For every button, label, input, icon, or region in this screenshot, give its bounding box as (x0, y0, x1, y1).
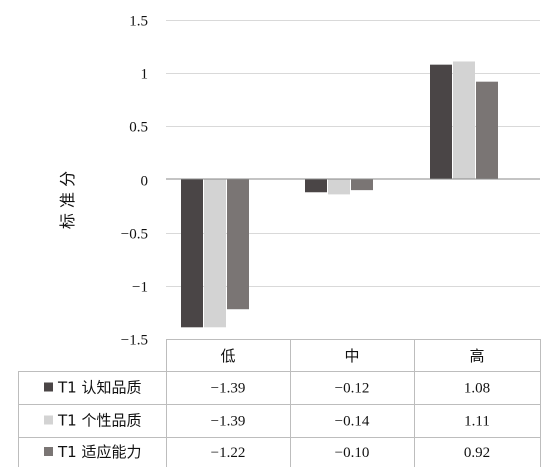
data-label: −1.22 (211, 445, 246, 461)
bar (430, 64, 452, 180)
bar (181, 179, 203, 328)
data-table: 低 中 高 T1 认知品质 −1.39 −0.12 1.08 T1 个性品质 −1.39 −0.1… (18, 339, 541, 467)
bar (204, 179, 226, 328)
legend-swatch (44, 415, 53, 425)
y-tick-label: 1 (141, 67, 149, 83)
bar (453, 61, 475, 180)
y-tick-label: −1 (132, 280, 148, 296)
y-tick-label: 0.5 (129, 120, 148, 136)
legend-label: T1 认知品质 (57, 379, 141, 397)
y-axis-ticks: 1.5 1 0.5 0 −0.5 −1 −1.5 (121, 14, 148, 349)
bar (476, 81, 498, 180)
category-label: 低 (220, 347, 235, 365)
bar (227, 179, 249, 310)
category-label: 中 (344, 347, 359, 365)
data-label: −0.14 (335, 414, 370, 430)
y-tick-label: −0.5 (121, 227, 148, 243)
y-tick-label: 0 (141, 174, 149, 190)
bar (351, 179, 373, 191)
bar (305, 179, 327, 193)
y-tick-label: 1.5 (129, 14, 148, 30)
data-label: 1.11 (464, 414, 490, 430)
legend-label: T1 适应能力 (57, 443, 141, 461)
data-label: 1.08 (464, 381, 490, 397)
data-label: 0.92 (464, 445, 490, 461)
data-label: −1.39 (211, 381, 246, 397)
data-label: −0.10 (335, 445, 370, 461)
data-label: −0.12 (335, 381, 370, 397)
data-label: −1.39 (211, 414, 246, 430)
bar (328, 179, 350, 195)
bars (181, 61, 498, 328)
legend-swatch (44, 382, 53, 392)
y-axis-label: 标 准 分 (58, 171, 77, 229)
legend-label: T1 个性品质 (57, 412, 141, 430)
category-label: 高 (469, 347, 484, 365)
y-tick-label: −1.5 (121, 333, 148, 349)
legend-swatch (44, 447, 53, 456)
